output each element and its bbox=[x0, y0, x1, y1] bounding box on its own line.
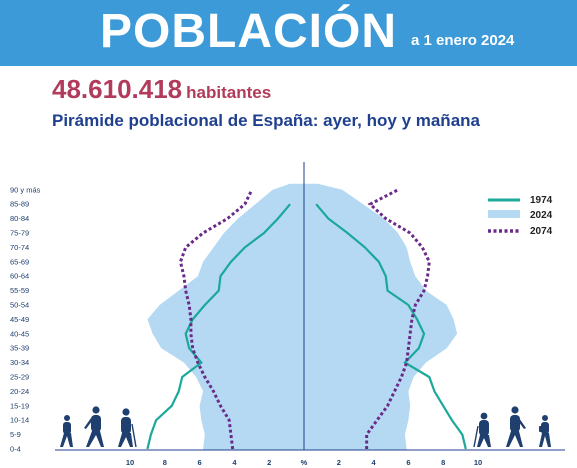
header-banner: POBLACIÓN a 1 enero 2024 bbox=[0, 0, 577, 66]
y-tick-label: 10-14 bbox=[10, 416, 29, 425]
x-tick-label: 2 bbox=[267, 458, 271, 467]
legend-label-2074: 2074 bbox=[530, 226, 553, 237]
y-tick-label: 90 y más bbox=[10, 185, 41, 194]
x-tick-label: 2 bbox=[337, 458, 341, 467]
y-tick-label: 5-9 bbox=[10, 430, 21, 439]
y-tick-label: 15-19 bbox=[10, 401, 29, 410]
child-walking-icon bbox=[539, 415, 551, 447]
x-tick-label: 6 bbox=[406, 458, 410, 467]
population-total: 48.610.418 habitantes bbox=[52, 74, 271, 105]
x-tick-label: 4 bbox=[372, 458, 377, 467]
page-title: POBLACIÓN bbox=[100, 5, 397, 58]
y-tick-label: 55-59 bbox=[10, 286, 29, 295]
population-value: 48.610.418 bbox=[52, 74, 183, 104]
y-tick-label: 60-64 bbox=[10, 272, 29, 281]
x-tick-label: 8 bbox=[163, 458, 167, 467]
y-tick-label: 75-79 bbox=[10, 229, 29, 238]
y-tick-label: 40-45 bbox=[10, 329, 29, 338]
population-unit: habitantes bbox=[186, 83, 272, 102]
y-tick-label: 70-74 bbox=[10, 243, 29, 252]
y-tick-label: 50-54 bbox=[10, 301, 29, 310]
series-1974-female-line bbox=[315, 203, 467, 450]
legend-label-2024: 2024 bbox=[530, 210, 553, 221]
legend-swatch-2024 bbox=[488, 210, 520, 218]
chart-legend: 1974 2024 2074 bbox=[488, 195, 553, 237]
series-2074-male-line bbox=[178, 189, 254, 450]
pedestrians-right bbox=[473, 406, 551, 448]
series-2074-female-line bbox=[365, 188, 431, 449]
pedestrians-left bbox=[60, 406, 137, 448]
y-tick-label: 30-34 bbox=[10, 358, 29, 367]
legend-label-1974: 1974 bbox=[530, 195, 553, 206]
x-tick-label: 4 bbox=[232, 458, 237, 467]
elder-walking-icon bbox=[473, 412, 491, 448]
x-tick-label: 10 bbox=[474, 458, 482, 467]
child-walking-icon bbox=[60, 415, 73, 447]
y-tick-label: 45-49 bbox=[10, 315, 29, 324]
chart-subtitle: Pirámide poblacional de España: ayer, ho… bbox=[52, 111, 480, 130]
y-tick-label: 25-29 bbox=[10, 373, 29, 382]
series-1974-male-line bbox=[146, 203, 291, 450]
x-tick-label: % bbox=[301, 458, 308, 467]
x-tick-label: 8 bbox=[441, 458, 445, 467]
elder-walking-icon bbox=[118, 408, 137, 448]
y-tick-label: 85-89 bbox=[10, 200, 29, 209]
y-tick-label: 80-84 bbox=[10, 214, 29, 223]
y-tick-label: 65-69 bbox=[10, 257, 29, 266]
adult-walking-icon bbox=[506, 406, 526, 447]
y-tick-label: 0-4 bbox=[10, 445, 21, 454]
y-tick-label: 35-39 bbox=[10, 344, 29, 353]
series-2024-area bbox=[147, 183, 458, 451]
y-tick-label: 20-24 bbox=[10, 387, 29, 396]
adult-walking-icon bbox=[84, 406, 104, 447]
x-tick-label: 10 bbox=[126, 458, 134, 467]
x-tick-label: 6 bbox=[198, 458, 202, 467]
date-label: a 1 enero 2024 bbox=[411, 32, 515, 49]
